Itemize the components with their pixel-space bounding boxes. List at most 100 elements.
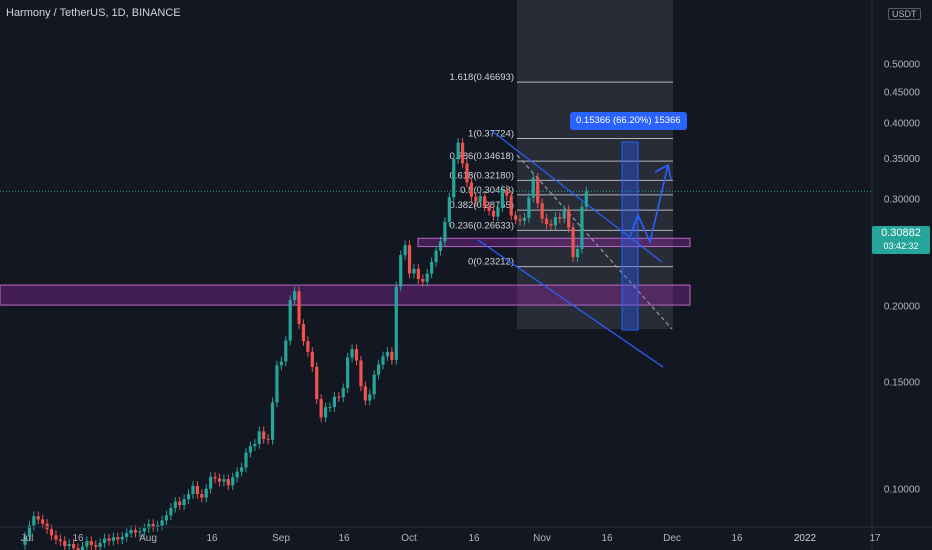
candle-body — [500, 189, 504, 208]
candle-body — [394, 286, 398, 360]
candle-body — [332, 396, 336, 408]
bar-countdown: 03:42:32 — [883, 241, 919, 251]
candle-body — [372, 374, 376, 395]
candle-body — [469, 182, 474, 197]
time-tick-label: 16 — [338, 533, 350, 544]
candle-body — [231, 477, 235, 486]
fib-level-label: 0.5(0.30468) — [460, 185, 514, 196]
candle-body — [89, 541, 93, 545]
time-tick-label: Aug — [139, 533, 157, 544]
candle-body — [567, 209, 571, 228]
candle-body — [571, 227, 575, 258]
candle-body — [67, 543, 71, 546]
candle-body — [438, 241, 443, 251]
candle-body — [41, 519, 45, 524]
candle-body — [200, 494, 204, 498]
support-zone-lower[interactable] — [0, 284, 691, 306]
time-tick-label: 16 — [601, 533, 613, 544]
candle-body — [156, 525, 160, 527]
price-tick-label: 0.40000 — [884, 119, 921, 130]
channel-lower-line[interactable] — [477, 239, 664, 368]
candle-body — [36, 516, 40, 520]
candle-body — [496, 207, 500, 217]
time-tick-label: Dec — [663, 533, 681, 544]
candle-body — [553, 217, 557, 226]
candle-body — [23, 536, 27, 545]
projection-path[interactable] — [629, 164, 669, 245]
candle-body — [319, 399, 323, 418]
fib-level-label: 0.786(0.34618) — [450, 151, 514, 162]
candle-body — [536, 177, 540, 204]
candle-body — [253, 443, 257, 447]
time-tick-label: 16 — [468, 533, 480, 544]
candle-body — [72, 543, 76, 549]
candle-body — [191, 485, 195, 495]
fib-level-label: 0.236(0.26633) — [450, 220, 514, 231]
candle-body — [209, 476, 213, 489]
candle-body — [297, 291, 301, 325]
fib-level-label: 1(0.37724) — [468, 128, 514, 139]
candle-body — [142, 528, 146, 532]
fib-trend-line — [516, 154, 673, 330]
candle-body — [509, 195, 513, 216]
candle-body — [350, 349, 354, 358]
candle-body — [531, 177, 535, 198]
price-range-measure-label[interactable]: 0.15366 (66.20%) 15366 — [570, 112, 687, 130]
channel-upper-line[interactable] — [491, 130, 663, 263]
candle-body — [416, 268, 420, 280]
symbol-title[interactable]: Harmony / TetherUS, 1D, BINANCE — [6, 7, 181, 19]
candle-body — [284, 340, 288, 362]
last-price-tag: 0.30882 03:42:32 — [872, 226, 930, 254]
candle-body — [186, 494, 191, 500]
fib-level-label: 0.618(0.32180) — [450, 170, 514, 181]
candle-body — [217, 478, 222, 482]
time-tick-label: Jul — [21, 533, 34, 544]
candle-body — [518, 219, 522, 221]
candle-body — [293, 291, 297, 301]
candle-body — [111, 537, 115, 541]
candle-body — [323, 407, 328, 418]
candle-body — [204, 488, 208, 498]
candle-body — [584, 191, 588, 207]
last-price-value: 0.30882 — [881, 227, 921, 239]
time-tick-label: Oct — [401, 533, 417, 544]
candle-body — [222, 479, 226, 482]
candle-body — [178, 501, 182, 506]
candle-body — [102, 538, 107, 544]
candle-body — [354, 349, 359, 361]
candle-body — [575, 248, 580, 258]
candle-body — [527, 197, 531, 218]
price-tick-label: 0.45000 — [884, 87, 921, 98]
candle-body — [235, 471, 239, 478]
fib-shaded-region — [517, 0, 673, 329]
candle-body — [138, 531, 142, 533]
candle-body — [328, 407, 332, 409]
fib-level-label: 0(0.23212) — [468, 257, 514, 268]
candle-body — [160, 520, 164, 526]
candle-body — [248, 446, 253, 453]
candle-body — [363, 386, 367, 401]
candle-body — [85, 541, 89, 547]
candle-body — [381, 356, 385, 365]
time-tick-label: Nov — [533, 533, 551, 544]
candle-body — [306, 341, 310, 352]
candle-body — [412, 268, 416, 274]
candle-body — [45, 523, 49, 530]
price-tick-label: 0.35000 — [884, 154, 921, 165]
time-tick-label: 2022 — [794, 533, 817, 544]
candle-body — [80, 546, 85, 550]
candle-body — [368, 394, 372, 401]
candle-body — [341, 388, 345, 398]
price-tick-label: 0.30000 — [884, 194, 921, 205]
candle-body — [478, 196, 482, 202]
candle-body — [399, 255, 403, 287]
candle-body — [239, 467, 244, 472]
candle-body — [425, 273, 429, 282]
price-tick-label: 0.15000 — [884, 377, 921, 388]
price-tick-label: 0.50000 — [884, 60, 921, 71]
candle-body — [558, 217, 562, 219]
support-zone-upper[interactable] — [417, 237, 691, 248]
candle-body — [226, 479, 230, 486]
candle-body — [452, 159, 456, 198]
